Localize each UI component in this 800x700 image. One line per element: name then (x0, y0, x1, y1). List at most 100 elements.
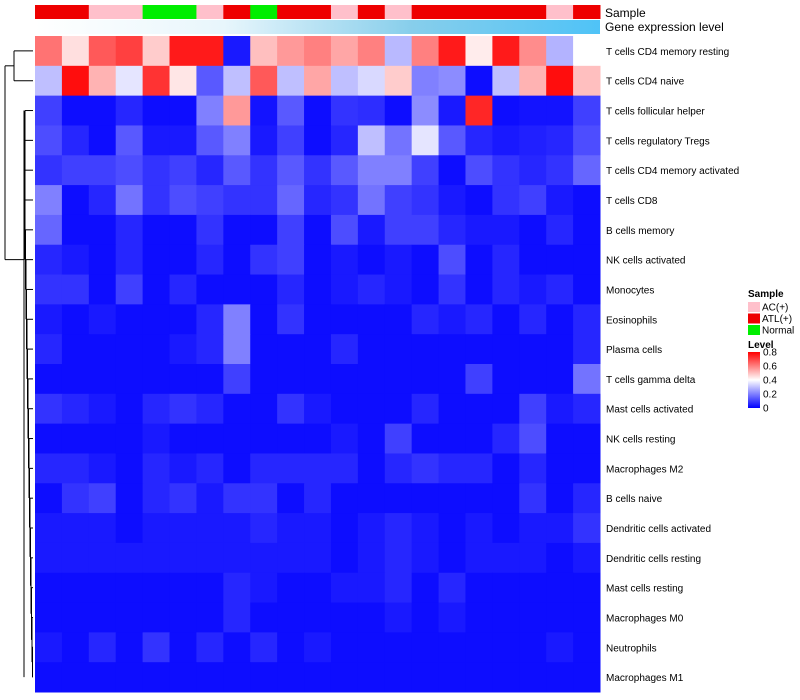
heatmap-cell (223, 602, 251, 633)
heatmap-cell (465, 572, 493, 604)
row-label: T cells gamma delta (606, 375, 696, 386)
heatmap-cell (169, 632, 197, 663)
heatmap-cell (357, 304, 386, 335)
heatmap-cell (357, 244, 386, 276)
heatmap-cell (196, 662, 224, 693)
heatmap-cell (384, 423, 413, 454)
heatmap-cell (573, 542, 601, 574)
sample-annotation-cell (142, 5, 171, 19)
heatmap-cell (169, 65, 197, 97)
heatmap-cell (61, 483, 90, 514)
heatmap-cell (492, 274, 520, 305)
heatmap-cell (519, 602, 547, 633)
heatmap-cell (438, 602, 466, 633)
heatmap-cell (277, 155, 305, 186)
heatmap-cell (115, 483, 144, 514)
heatmap-cell (250, 334, 278, 365)
heatmap-cell (196, 542, 224, 574)
heatmap-cell (142, 542, 171, 574)
sample-annotation-cell (411, 5, 440, 19)
heatmap-cell (465, 632, 493, 663)
heatmap-cell (142, 95, 171, 126)
heatmap-cell (223, 65, 251, 97)
heatmap-cell (573, 65, 601, 97)
heatmap-cell (35, 602, 63, 633)
heatmap-cell (142, 304, 171, 335)
heatmap-cell (196, 632, 224, 663)
heatmap-cell (304, 334, 332, 365)
heatmap-cell (492, 542, 520, 574)
heatmap-cell (384, 632, 413, 663)
heatmap-cell (546, 423, 574, 454)
heatmap-cell (35, 542, 63, 574)
heatmap-cell (88, 662, 117, 693)
heatmap-cell (223, 483, 251, 514)
heatmap-cell (35, 513, 63, 544)
heatmap-cell (142, 513, 171, 544)
heatmap-cell (169, 334, 197, 365)
heatmap-cell (196, 214, 224, 246)
heatmap-cell (492, 572, 520, 604)
heatmap-cell (196, 36, 224, 67)
heatmap-cell (250, 36, 278, 67)
heatmap-cell (330, 572, 359, 604)
heatmap-cell (169, 304, 197, 335)
heatmap-cell (115, 334, 144, 365)
heatmap-cell (519, 334, 547, 365)
heatmap-cell (115, 95, 144, 126)
heatmap-cell (465, 36, 493, 67)
heatmap-cell (519, 423, 547, 454)
heatmap-cell (88, 364, 117, 395)
row-labels: T cells CD4 memory resting T cells CD4 na… (606, 47, 739, 684)
heatmap-cell (277, 65, 305, 97)
heatmap-cells (35, 36, 601, 693)
sample-annotation-cell (357, 5, 386, 19)
heatmap-cell (61, 572, 90, 604)
heatmap-cell (357, 423, 386, 454)
heatmap-cell (223, 632, 251, 663)
heatmap-cell (250, 274, 278, 305)
heatmap-cell (330, 274, 359, 305)
heatmap-cell (465, 185, 493, 216)
heatmap-cell (492, 214, 520, 246)
level-tick-label: 0.2 (763, 390, 777, 401)
row-label: Dendritic cells activated (606, 524, 711, 535)
heatmap-cell (573, 483, 601, 514)
heatmap-cell (384, 95, 413, 126)
sample-annotation-cell (465, 5, 493, 19)
heatmap-cell (88, 304, 117, 335)
heatmap-cell (465, 304, 493, 335)
heatmap-cell (304, 65, 332, 97)
heatmap-cell (384, 662, 413, 693)
heatmap-cell (115, 244, 144, 276)
heatmap-cell (304, 393, 332, 425)
heatmap-cell (546, 274, 574, 305)
heatmap-cell (35, 65, 63, 97)
heatmap-cell (250, 423, 278, 454)
heatmap-cell (438, 36, 466, 67)
sample-annotation-cell (169, 5, 197, 19)
heatmap-cell (546, 602, 574, 633)
heatmap-cell (546, 125, 574, 156)
heatmap-cell (61, 36, 90, 67)
heatmap-cell (88, 423, 117, 454)
heatmap-cell (277, 542, 305, 574)
heatmap-cell (330, 483, 359, 514)
heatmap-cell (142, 572, 171, 604)
heatmap-cell (438, 155, 466, 186)
heatmap-cell (35, 662, 63, 693)
expression-annotation-label: Gene expression level (605, 20, 724, 34)
row-label: NK cells resting (606, 435, 675, 446)
heatmap-cell (465, 95, 493, 126)
heatmap-cell (196, 185, 224, 216)
heatmap-cell (142, 244, 171, 276)
heatmap-cell (546, 36, 574, 67)
heatmap-cell (277, 36, 305, 67)
row-label: Macrophages M0 (606, 613, 684, 624)
level-tick-label: 0.6 (763, 362, 777, 373)
heatmap-cell (357, 334, 386, 365)
heatmap-cell (61, 155, 90, 186)
heatmap-cell (61, 453, 90, 484)
heatmap-cell (330, 364, 359, 395)
heatmap-cell (250, 542, 278, 574)
